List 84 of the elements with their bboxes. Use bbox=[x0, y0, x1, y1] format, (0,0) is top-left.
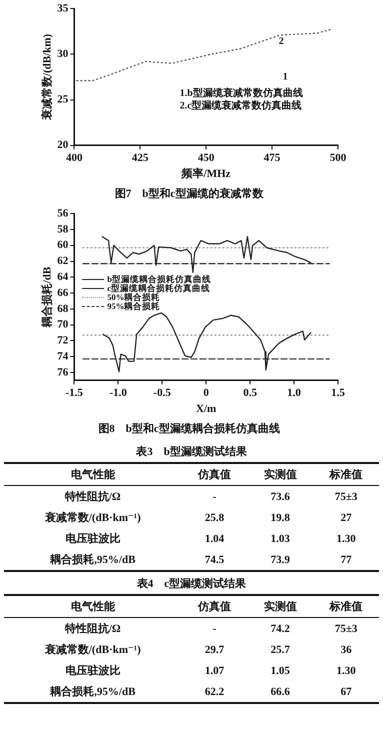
x-tick-label: 1.0 bbox=[287, 386, 302, 399]
text: - bbox=[212, 622, 216, 634]
category-label: 衰减常数/(dB·km⁻¹) bbox=[44, 644, 141, 656]
text: 1.07 bbox=[204, 664, 224, 676]
text: 77 bbox=[340, 554, 352, 566]
y-axis-title: 衰减常数/(dB/km) bbox=[40, 34, 54, 122]
text: 1.04 bbox=[204, 532, 224, 544]
x-axis-title: 频率/MHz bbox=[180, 167, 231, 180]
annotation: 2.c型漏缆衰减常数仿真曲线 bbox=[180, 99, 302, 112]
y-tick-label: 60 bbox=[57, 239, 69, 252]
text: 66.6 bbox=[270, 686, 290, 698]
y-tick-label: 76 bbox=[57, 366, 69, 378]
text: 图7 b型和c型漏缆的衰减常数 bbox=[114, 187, 264, 200]
text: 36 bbox=[340, 644, 352, 656]
text: 74.2 bbox=[270, 622, 290, 634]
text: - bbox=[212, 490, 216, 502]
x-tick-label: -1.5 bbox=[65, 386, 84, 399]
text: 74.5 bbox=[204, 554, 224, 566]
text: 75±3 bbox=[334, 490, 358, 502]
x-tick-label: 500 bbox=[330, 152, 347, 164]
category-label: 电气性能 bbox=[4, 463, 182, 486]
category-label: 特性阻抗/Ω bbox=[64, 491, 121, 503]
text: 1.30 bbox=[336, 664, 356, 676]
text: 62.2 bbox=[204, 686, 224, 698]
category-label: 电压驻波比 bbox=[65, 533, 120, 545]
x-tick-label: 1.5 bbox=[331, 386, 346, 399]
y-tick-label: 72 bbox=[57, 334, 69, 347]
legend-label: b型漏缆耦合损耗仿真曲线 bbox=[106, 274, 211, 284]
x-tick-label: -0.5 bbox=[153, 386, 172, 399]
category-label: 耦合损耗,95%/dB bbox=[50, 554, 136, 566]
category-label: 仿真值 bbox=[182, 595, 248, 618]
y-tick-label: 70 bbox=[57, 318, 69, 331]
legend-label: c型漏缆耦合损耗仿真曲线 bbox=[106, 282, 210, 293]
x-tick-label: 0 bbox=[203, 386, 210, 399]
annotation: 2 bbox=[278, 36, 284, 48]
category-label: 标准值 bbox=[313, 595, 379, 618]
text: 29.7 bbox=[204, 644, 224, 656]
y-tick-label: 35 bbox=[57, 2, 69, 14]
category-label: 电压驻波比 bbox=[65, 665, 120, 677]
text: 1.30 bbox=[336, 532, 356, 544]
y-tick-label: 64 bbox=[57, 270, 69, 283]
x-axis-title: X/m bbox=[196, 403, 216, 416]
category-label: 电气性能 bbox=[4, 595, 182, 618]
line-series bbox=[76, 28, 331, 82]
text: 75±3 bbox=[334, 622, 358, 634]
x-tick-label: 475 bbox=[264, 152, 281, 164]
category-label: 实测值 bbox=[247, 463, 314, 486]
text: 1.05 bbox=[270, 664, 290, 676]
y-tick-label: 74 bbox=[57, 350, 69, 362]
text: 图8 b型和c型漏缆耦合损耗仿真曲线 bbox=[98, 422, 280, 436]
y-tick-label: 30 bbox=[57, 48, 69, 60]
y-tick-label: 25 bbox=[57, 94, 69, 106]
y-tick-label: 58 bbox=[57, 223, 69, 236]
y-axis-title: 耦合损耗/dB bbox=[40, 266, 54, 328]
x-tick-label: 400 bbox=[66, 152, 83, 164]
text: 67 bbox=[340, 686, 352, 698]
y-tick-label: 62 bbox=[57, 255, 69, 268]
text: 27 bbox=[340, 512, 352, 524]
category-label: 标准值 bbox=[313, 463, 379, 486]
category-label: 衰减常数/(dB·km⁻¹) bbox=[44, 512, 141, 524]
y-tick-label: 66 bbox=[57, 286, 69, 299]
text: 19.8 bbox=[270, 512, 290, 524]
y-tick-label: 56 bbox=[57, 207, 69, 220]
category-label: 耦合损耗,95%/dB bbox=[50, 686, 136, 698]
legend-label: 95%耦合损耗 bbox=[106, 300, 162, 311]
x-tick-label: -1.0 bbox=[109, 386, 128, 399]
annotation: 1.b型漏缆衰减常数仿真曲线 bbox=[180, 86, 303, 99]
text: 25.8 bbox=[204, 512, 224, 524]
text: 73.9 bbox=[270, 554, 290, 566]
text: 表3 b型漏缆测试结果 bbox=[135, 444, 248, 459]
x-tick-label: 0.5 bbox=[243, 386, 258, 399]
legend-label: 50%耦合损耗 bbox=[106, 292, 160, 302]
annotation: 1 bbox=[282, 72, 288, 83]
x-tick-label: 450 bbox=[198, 152, 215, 164]
text: 表4 c型漏缆测试结果 bbox=[136, 576, 248, 591]
category-label: 仿真值 bbox=[182, 463, 248, 486]
text: 25.7 bbox=[270, 644, 290, 656]
category-label: 特性阻抗/Ω bbox=[64, 623, 121, 635]
category-label: 实测值 bbox=[247, 595, 314, 618]
y-tick-label: 68 bbox=[57, 302, 69, 315]
text: 73.6 bbox=[270, 490, 290, 502]
text: 1.03 bbox=[270, 532, 290, 544]
y-tick-label: 20 bbox=[57, 139, 69, 152]
x-tick-label: 425 bbox=[132, 152, 149, 164]
